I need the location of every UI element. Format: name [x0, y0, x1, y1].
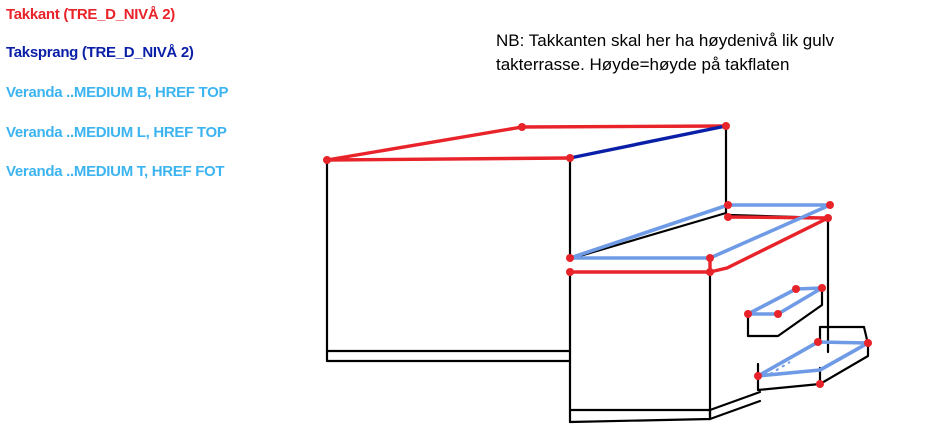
lower-step-box — [756, 325, 870, 392]
front-base — [568, 408, 712, 424]
takkant-terrace-front — [568, 216, 830, 274]
terrace-inner-line — [571, 211, 728, 260]
vertex-point — [566, 154, 574, 162]
vertex-point — [518, 123, 526, 131]
takkant-upper-roof — [325, 124, 728, 162]
veranda-b-terrace — [568, 203, 832, 260]
vertex-point — [818, 284, 826, 292]
right-side-base-2 — [708, 399, 762, 421]
vertex-point — [754, 372, 762, 380]
vertex-point — [826, 201, 834, 209]
legend-item-veranda-b: Veranda ..MEDIUM B, HREF TOP — [6, 84, 229, 101]
note-text: NB: Takkanten skal her ha høydenivå lik … — [496, 29, 834, 77]
takkant-terrace-top — [725, 215, 830, 220]
vertex-points — [323, 122, 872, 388]
legend-item-veranda-l: Veranda ..MEDIUM L, HREF TOP — [6, 124, 227, 141]
note-line-2: takterrasse. Høyde=høyde på takflaten — [496, 55, 790, 74]
vertex-point — [566, 254, 574, 262]
legend-item-takkant: Takkant (TRE_D_NIVÅ 2) — [6, 6, 175, 23]
vertex-point — [706, 268, 714, 276]
vertex-point — [824, 214, 832, 222]
legend-item-taksprang: Taksprang (TRE_D_NIVÅ 2) — [6, 44, 194, 61]
vertex-point — [744, 310, 752, 318]
vertex-point — [816, 380, 824, 388]
left-wall-outline — [325, 158, 572, 363]
vertex-point — [724, 213, 732, 221]
vertex-point — [722, 122, 730, 130]
legend-item-veranda-t: Veranda ..MEDIUM T, HREF FOT — [6, 163, 225, 180]
vertex-point — [864, 339, 872, 347]
vertex-point — [814, 338, 822, 346]
vertex-point — [323, 156, 331, 164]
vertex-point — [792, 285, 800, 293]
vertex-point — [724, 201, 732, 209]
takkant-lines — [325, 124, 830, 274]
taksprang-line — [568, 124, 728, 160]
veranda-l-step — [746, 286, 824, 316]
building-outline — [325, 124, 870, 424]
vertex-point — [566, 268, 574, 276]
veranda-t-step — [756, 340, 870, 378]
right-side-base — [708, 390, 762, 412]
note-line-1: NB: Takkanten skal her ha høydenivå lik … — [496, 31, 834, 50]
vertex-point — [774, 310, 782, 318]
vertex-point — [706, 254, 714, 262]
